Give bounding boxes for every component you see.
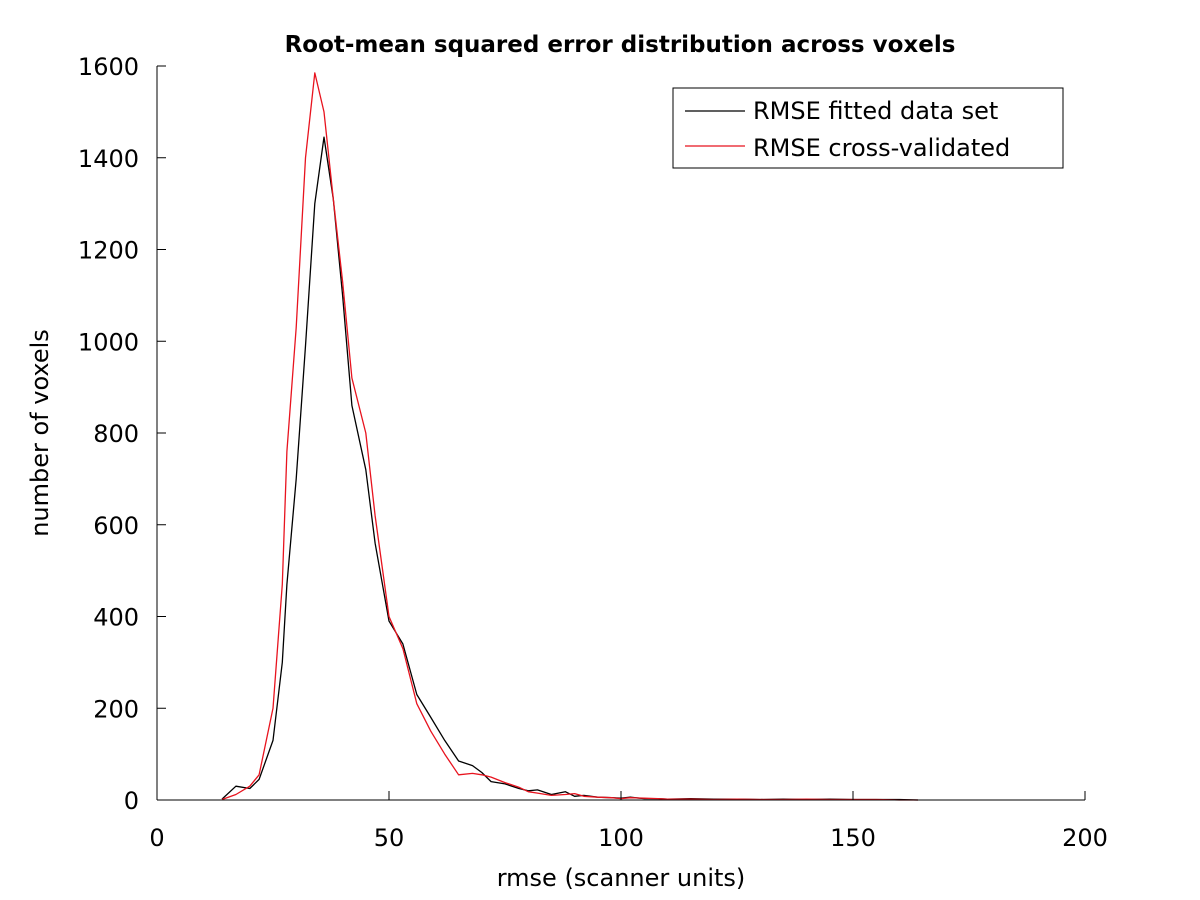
y-ticks: 0 200 400 600 800 1000 1200 1400 1600 (78, 53, 166, 815)
x-tick-label: 150 (830, 824, 876, 852)
x-tick-label: 0 (149, 824, 164, 852)
y-tick-label: 0 (124, 787, 139, 815)
x-tick-label: 200 (1062, 824, 1108, 852)
x-tick-label: 100 (598, 824, 644, 852)
y-tick-label: 800 (93, 420, 139, 448)
legend: RMSE fitted data set RMSE cross-validate… (672, 87, 1064, 169)
x-tick-label: 50 (374, 824, 405, 852)
y-tick-label: 1200 (78, 237, 139, 265)
y-tick-label: 600 (93, 512, 139, 540)
y-tick-label: 400 (93, 604, 139, 632)
series-line-cross-validated (221, 72, 918, 801)
x-ticks: 0 50 100 150 200 (149, 791, 1108, 852)
legend-label-fitted: RMSE fitted data set (753, 97, 998, 125)
plot-area: 0 50 100 150 200 0 200 400 600 800 1000 1200 1400 16… (78, 53, 1108, 852)
y-tick-label: 1600 (78, 53, 139, 81)
y-tick-label: 1000 (78, 328, 139, 356)
y-tick-label: 200 (93, 695, 139, 723)
legend-label-cross-validated: RMSE cross-validated (753, 134, 1010, 162)
x-axis-label: rmse (scanner units) (497, 864, 746, 892)
series-layer (221, 72, 919, 801)
chart-title: Root-mean squared error distribution acr… (285, 32, 956, 58)
y-axis-label: number of voxels (26, 329, 54, 537)
plot-frame (157, 66, 1085, 800)
legend-box (672, 87, 1064, 169)
y-tick-label: 1400 (78, 145, 139, 173)
